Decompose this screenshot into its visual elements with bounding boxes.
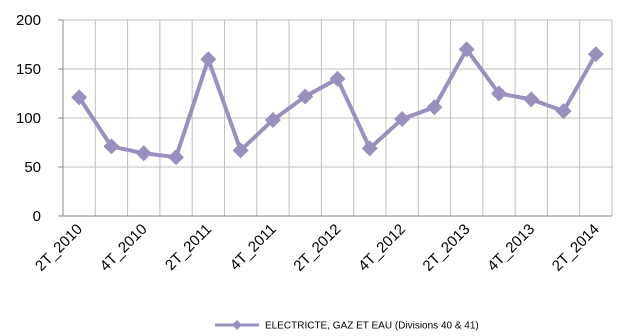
point-marker — [232, 142, 249, 159]
point-marker — [135, 145, 152, 162]
y-tick-label: 100 — [16, 110, 41, 127]
point-marker — [329, 70, 346, 87]
x-tick-label: 2T_2012 — [290, 221, 344, 275]
legend-marker — [232, 320, 242, 330]
point-marker — [297, 88, 314, 105]
x-tick-label: 2T_2014 — [549, 221, 603, 275]
series-line — [77, 47, 598, 160]
point-marker — [426, 99, 443, 116]
point-marker — [394, 110, 411, 127]
point-marker — [587, 46, 604, 63]
x-tick-label: 4T_2010 — [97, 221, 151, 275]
x-tick-label: 4T_2013 — [484, 221, 538, 275]
legend-label: ELECTRICTE, GAZ ET EAU (Divisions 40 & 4… — [265, 321, 479, 332]
y-tick-label: 0 — [33, 208, 41, 225]
y-tick-label: 150 — [16, 61, 41, 78]
x-tick-label: 4T_2012 — [355, 221, 409, 275]
y-tick-label: 50 — [24, 159, 41, 176]
point-marker — [555, 103, 572, 120]
x-tick-label: 4T_2011 — [227, 221, 280, 274]
point-marker — [168, 149, 185, 166]
point-marker — [264, 111, 281, 128]
point-marker — [458, 41, 475, 58]
x-tick-label: 2T_2011 — [162, 221, 215, 274]
point-marker — [103, 138, 120, 155]
point-marker — [490, 85, 507, 102]
y-tick-label: 200 — [16, 12, 41, 29]
point-marker — [361, 140, 378, 157]
point-marker — [200, 51, 217, 68]
point-marker — [71, 89, 88, 106]
x-tick-label: 2T_2010 — [32, 221, 86, 275]
point-marker — [523, 91, 540, 108]
x-tick-label: 2T_2013 — [420, 221, 474, 275]
